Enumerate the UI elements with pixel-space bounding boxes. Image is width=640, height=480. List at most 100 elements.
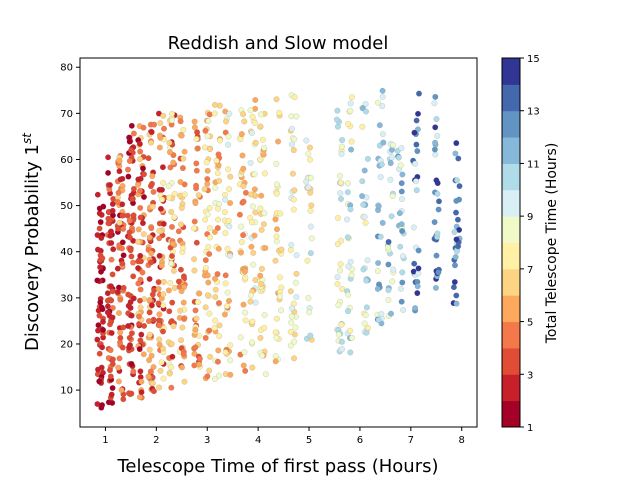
scatter-point [334, 123, 341, 130]
scatter-point [159, 164, 166, 171]
scatter-point [106, 367, 113, 374]
scatter-point [119, 344, 126, 351]
scatter-point [148, 225, 155, 232]
scatter-point [119, 212, 126, 219]
scatter-point [211, 228, 218, 235]
scatter-point [148, 180, 155, 187]
y-tick-label: 50 [60, 201, 73, 212]
scatter-point [109, 200, 116, 207]
scatter-point [348, 138, 355, 145]
y-tick-label: 60 [60, 155, 73, 166]
scatter-point [193, 167, 200, 174]
x-tick-label: 2 [153, 435, 159, 446]
scatter-point [337, 261, 344, 268]
y-axis-title: Discovery Probability 1st [20, 132, 43, 351]
scatter-point [205, 279, 212, 286]
scatter-point [241, 268, 248, 275]
scatter-point [411, 129, 418, 136]
scatter-point [175, 228, 182, 235]
scatter-point [337, 267, 344, 274]
x-tick-label: 4 [255, 435, 261, 446]
scatter-point [96, 350, 103, 357]
scatter-point [361, 213, 368, 220]
scatter-point [240, 183, 247, 190]
scatter-point [288, 113, 295, 120]
scatter-point [237, 249, 244, 256]
scatter-point [339, 285, 346, 292]
scatter-point [434, 190, 441, 197]
scatter-point [135, 313, 142, 320]
scatter-point [227, 371, 234, 378]
scatter-point [251, 186, 258, 193]
scatter-point [453, 300, 460, 307]
scatter-point [168, 364, 175, 371]
scatter-point [288, 319, 295, 326]
scatter-point [276, 274, 283, 281]
scatter-point [387, 160, 394, 167]
scatter-point [307, 174, 314, 181]
scatter-point [413, 117, 420, 124]
scatter-point [214, 205, 221, 212]
scatter-point [287, 288, 294, 295]
scatter-point [138, 331, 145, 338]
scatter-point [212, 286, 219, 293]
scatter-point [414, 148, 421, 155]
scatter-point [249, 203, 256, 210]
colorbar-title: Total Telescope Time (Hours) [544, 143, 560, 345]
scatter-point [400, 307, 407, 314]
scatter-point [380, 139, 387, 146]
colorbar-tick-label: 13 [527, 107, 540, 118]
scatter-point [169, 240, 176, 247]
scatter-point [432, 284, 439, 291]
scatter-point [136, 346, 143, 353]
scatter-point [139, 269, 146, 276]
scatter-point [221, 196, 228, 203]
scatter-point [291, 136, 298, 143]
scatter-point [158, 186, 165, 193]
scatter-point [100, 327, 107, 334]
scatter-point [109, 385, 116, 392]
scatter-point [177, 307, 184, 314]
scatter-point [149, 291, 156, 298]
scatter-point [395, 154, 402, 161]
scatter-point [166, 194, 173, 201]
scatter-point [388, 310, 395, 317]
scatter-point [181, 148, 188, 155]
scatter-point [379, 219, 386, 226]
scatter-point [119, 260, 126, 267]
scatter-point [414, 126, 421, 133]
scatter-point [338, 143, 345, 150]
scatter-point [214, 170, 221, 177]
scatter-point [105, 154, 112, 161]
scatter-point [99, 306, 106, 313]
scatter-point [305, 295, 312, 302]
scatter-point [168, 223, 175, 230]
scatter-point [206, 327, 213, 334]
scatter-point [273, 233, 280, 240]
scatter-point [120, 225, 127, 232]
scatter-point [128, 330, 135, 337]
scatter-point [273, 315, 280, 322]
scatter-point [308, 202, 315, 209]
scatter-point [194, 299, 201, 306]
scatter-point [206, 250, 213, 257]
scatter-point [193, 182, 200, 189]
scatter-point [436, 198, 443, 205]
scatter-point [238, 239, 245, 246]
scatter-point [272, 216, 279, 223]
scatter-point [194, 129, 201, 136]
colorbar-tick-label: 5 [527, 318, 533, 329]
scatter-point [116, 219, 123, 226]
scatter-point [377, 174, 384, 181]
scatter-point [159, 345, 166, 352]
scatter-point [413, 178, 420, 185]
scatter-point [159, 196, 166, 203]
scatter-point [212, 294, 219, 301]
scatter-point [215, 300, 222, 307]
scatter-point [193, 160, 200, 167]
scatter-point [158, 359, 165, 366]
scatter-point [136, 156, 143, 163]
scatter-point [345, 263, 352, 270]
scatter-point [117, 296, 124, 303]
scatter-point [307, 250, 314, 257]
